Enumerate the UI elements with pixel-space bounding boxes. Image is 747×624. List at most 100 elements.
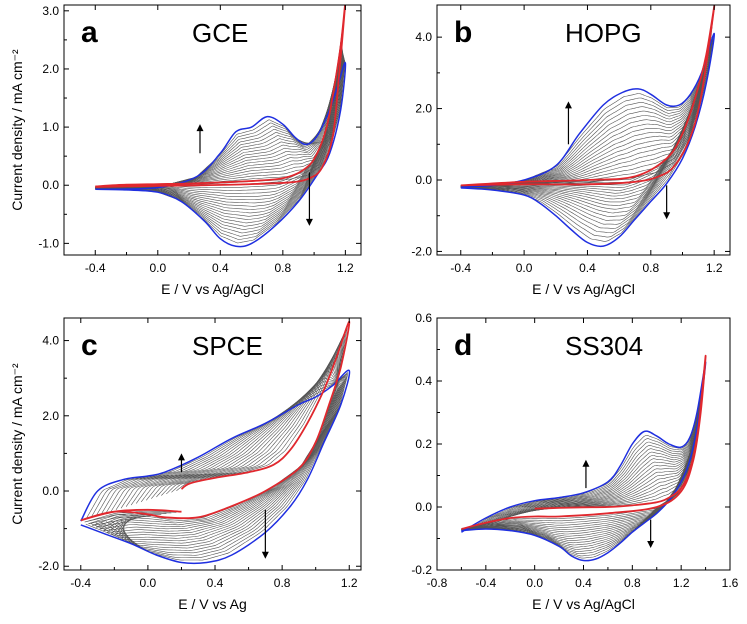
y-tick-label: 0.2 [415, 437, 432, 451]
panel-b: -0.4 0.0 0.4 0.8 1.2 -2.0 0.0 2.0 4.0 E / V vs Ag… [411, 4, 731, 297]
panel-c: -0.4 0.0 0.4 0.8 1.2 -2.0 0.0 2.0 4.0 E / V vs Ag… [9, 317, 362, 612]
y-axis-label: Current density / mA cm⁻² [9, 49, 25, 211]
y-tick-label: 3.0 [42, 4, 59, 18]
cycle-line-16 [95, 59, 345, 234]
cycle-line-15 [95, 58, 345, 230]
panel-d: -0.8 -0.4 0.0 0.4 0.8 1.2 1.6 -0.2 0.0 0.2 0.4 0.6 E… [411, 311, 738, 612]
panel-a: -0.4 0.0 0.4 0.8 1.2 -1.0 0.0 1.0 2.0 3.0 E / V vs… [9, 4, 362, 297]
cycle-line-9 [460, 40, 712, 203]
x-tick-label: 0.4 [212, 261, 229, 275]
y-tick-label: 4.0 [415, 30, 432, 44]
plot-frame [63, 4, 362, 256]
cycle-line-6 [103, 344, 340, 532]
first-cycle-line [80, 320, 351, 522]
y-tick-label: 2.0 [42, 409, 59, 423]
x-tick-label: -0.4 [475, 576, 496, 590]
x-tick-label: 0.4 [579, 261, 596, 275]
last-cycle-line [95, 61, 347, 248]
panel-letter: a [81, 16, 98, 49]
x-tick-label: 0.4 [575, 576, 592, 590]
intermediate-cycles [95, 9, 346, 244]
x-tick-label: -0.4 [85, 261, 106, 275]
cycle-line-10 [118, 359, 340, 539]
cycle-line-12 [120, 366, 342, 544]
x-tick-label: 0.0 [149, 261, 166, 275]
plot-frame [63, 317, 362, 571]
y-tick-label: 0.0 [42, 178, 59, 192]
x-tick-label: 1.6 [722, 576, 739, 590]
x-tick-label: 0.8 [624, 576, 641, 590]
y-tick-label: -0.2 [411, 563, 432, 577]
arrow-head [305, 218, 313, 226]
arrow-head [582, 459, 590, 467]
y-tick-label: 0.0 [415, 500, 432, 514]
cycle-line-5 [99, 340, 342, 530]
intermediate-cycles [84, 326, 349, 561]
cycle-line-16 [100, 377, 346, 554]
cycle-line-14 [110, 374, 344, 549]
panel-title: GCE [192, 18, 248, 48]
cycle-line-18 [95, 60, 346, 240]
cycle-line-4 [95, 337, 343, 528]
cycle-line-17 [95, 375, 347, 556]
x-axis-label: E / V vs Ag [178, 596, 246, 612]
cycle-line-17 [95, 60, 346, 237]
cycle-line-18 [90, 373, 348, 559]
y-tick-label: 0.0 [415, 173, 432, 187]
x-axis-label: E / V vs Ag/AgCl [161, 281, 264, 297]
cycle-line-12 [95, 55, 344, 220]
x-tick-label: 1.2 [706, 261, 723, 275]
x-axis-label: E / V vs Ag/AgCl [532, 596, 635, 612]
plot-frame [436, 4, 731, 256]
cycle-line-8 [461, 377, 704, 535]
last-cycle-line [80, 369, 351, 565]
y-tick-label: -2.0 [38, 559, 59, 573]
cycle-line-12 [461, 377, 705, 544]
x-tick-label: 0.0 [526, 576, 543, 590]
cycle-line-3 [92, 333, 345, 526]
y-tick-label: 0.0 [42, 484, 59, 498]
cycle-line-17 [460, 39, 713, 234]
x-tick-label: 0.4 [207, 576, 224, 590]
cycle-line-11 [121, 363, 341, 542]
y-tick-label: -1.0 [38, 236, 59, 250]
y-tick-label: 2.0 [415, 102, 432, 116]
y-tick-label: 4.0 [42, 334, 59, 348]
cycle-line-12 [460, 43, 712, 214]
x-tick-label: 1.2 [337, 261, 354, 275]
x-axis-label: E / V vs Ag/AgCl [532, 281, 635, 297]
x-tick-label: -0.4 [450, 261, 471, 275]
intermediate-cycles [460, 10, 715, 242]
cycle-line-13 [115, 370, 343, 546]
cycle-line-14 [95, 57, 345, 227]
arrow-head [647, 540, 655, 548]
x-tick-label: 0.8 [274, 576, 291, 590]
x-tick-label: 0.0 [140, 576, 157, 590]
cycle-line-9 [114, 355, 339, 537]
x-tick-label: -0.8 [427, 576, 448, 590]
arrow-head [564, 101, 572, 109]
panel-letter: d [454, 329, 472, 362]
y-tick-label: -2.0 [411, 244, 432, 258]
first-cycle-line [95, 5, 347, 188]
x-tick-label: 1.2 [673, 576, 690, 590]
y-tick-label: 1.0 [42, 120, 59, 134]
panel-title: SPCE [192, 331, 263, 361]
y-tick-label: 0.6 [415, 311, 432, 325]
x-tick-label: 0.8 [274, 261, 291, 275]
cycle-line-8 [460, 37, 712, 200]
y-tick-label: 0.4 [415, 374, 432, 388]
arrow-head [261, 551, 269, 559]
x-tick-label: 1.2 [341, 576, 358, 590]
cycle-line-15 [105, 377, 345, 551]
panel-letter: c [81, 329, 98, 362]
intermediate-cycles [461, 358, 706, 559]
first-cycle-line [461, 354, 707, 530]
cycle-line-7 [107, 348, 339, 533]
cycle-line-8 [110, 352, 338, 535]
cycle-line-18 [460, 38, 714, 238]
arrow-head [177, 453, 185, 461]
cycle-line-19 [85, 372, 349, 561]
panel-letter: b [454, 16, 472, 49]
